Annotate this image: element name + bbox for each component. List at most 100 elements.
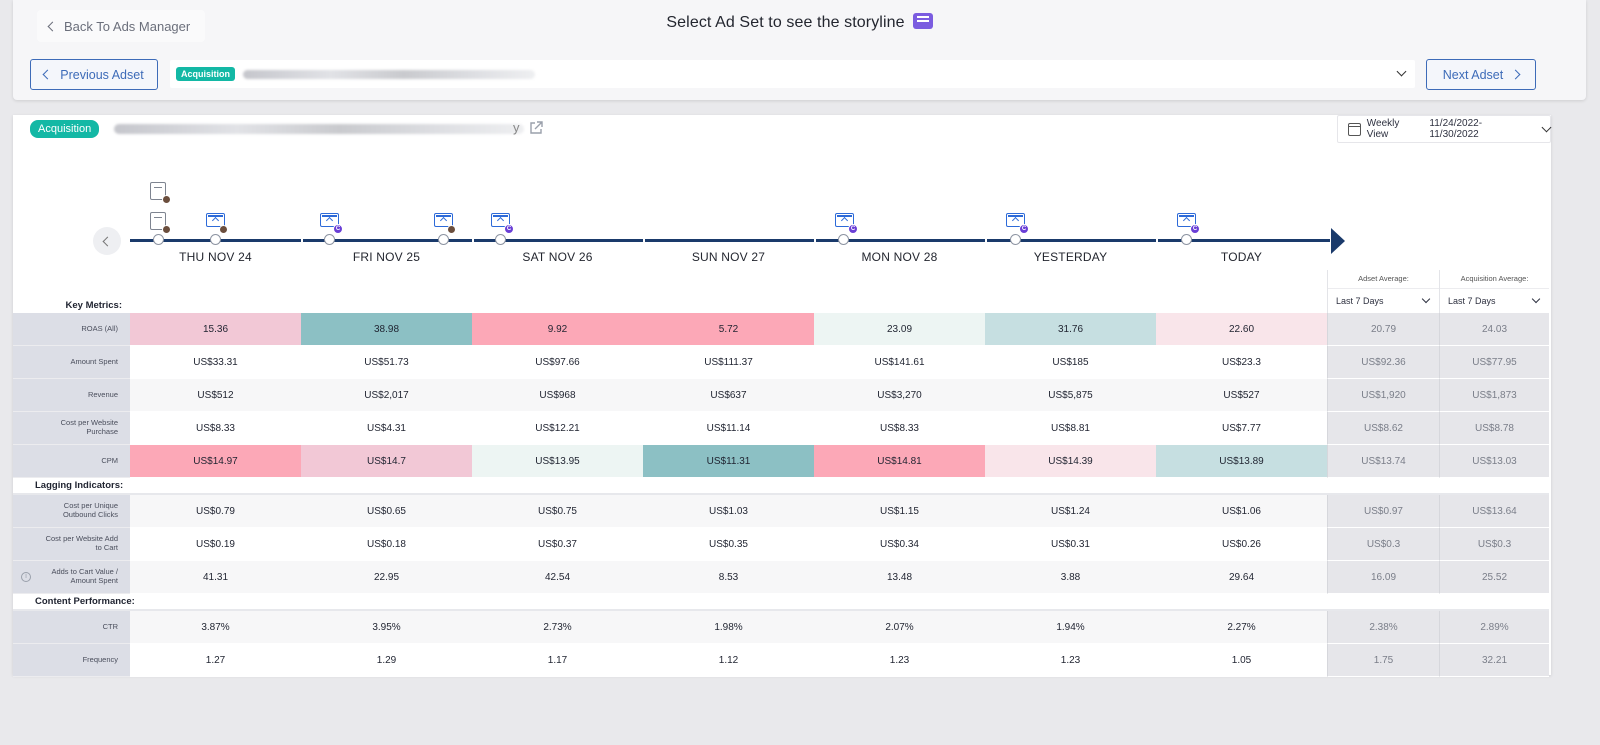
- metric-cell[interactable]: US$0.35: [643, 528, 814, 561]
- metric-cell[interactable]: 15.36: [130, 313, 301, 346]
- metric-cell[interactable]: 1.94%: [985, 611, 1156, 644]
- timeline-prev-button[interactable]: [93, 227, 121, 255]
- metric-cell[interactable]: 22.95: [301, 561, 472, 594]
- metric-cell[interactable]: 29.64: [1156, 561, 1327, 594]
- metric-cell[interactable]: US$12.21: [472, 412, 643, 445]
- external-link-icon[interactable]: [529, 121, 543, 135]
- timeline-day-label: THU NOV 24: [179, 250, 252, 264]
- timeline-node[interactable]: [438, 234, 449, 245]
- note-event-icon[interactable]: [150, 182, 166, 200]
- metric-cell[interactable]: 9.92: [472, 313, 643, 346]
- metric-cell[interactable]: US$14.97: [130, 445, 301, 478]
- metric-cell[interactable]: 23.09: [814, 313, 985, 346]
- metric-cell[interactable]: US$968: [472, 379, 643, 412]
- metric-cell[interactable]: US$4.31: [301, 412, 472, 445]
- budget-change-icon[interactable]: [1177, 213, 1196, 227]
- back-to-ads-manager-link[interactable]: Back To Ads Manager: [37, 10, 205, 42]
- metric-cell[interactable]: US$2,017: [301, 379, 472, 412]
- metric-cell[interactable]: US$14.39: [985, 445, 1156, 478]
- metric-cell[interactable]: US$7.77: [1156, 412, 1327, 445]
- metric-cell[interactable]: US$11.14: [643, 412, 814, 445]
- budget-change-icon[interactable]: [320, 213, 339, 227]
- timeline-divider: [301, 238, 303, 243]
- metric-cell[interactable]: US$141.61: [814, 346, 985, 379]
- metric-cell[interactable]: 3.88: [985, 561, 1156, 594]
- metric-cell[interactable]: 2.07%: [814, 611, 985, 644]
- info-icon[interactable]: i: [21, 572, 31, 582]
- timeline-divider: [814, 238, 816, 243]
- metric-cell[interactable]: 2.27%: [1156, 611, 1327, 644]
- metric-cell[interactable]: US$637: [643, 379, 814, 412]
- date-range-picker[interactable]: Weekly View 11/24/2022-11/30/2022: [1337, 115, 1552, 143]
- metric-cell[interactable]: US$0.26: [1156, 528, 1327, 561]
- metric-cell[interactable]: US$0.34: [814, 528, 985, 561]
- timeline-node[interactable]: [324, 234, 335, 245]
- note-event-icon[interactable]: [150, 212, 166, 230]
- metric-cell[interactable]: 3.87%: [130, 611, 301, 644]
- metric-cell[interactable]: 1.17: [472, 644, 643, 677]
- metric-cell[interactable]: 1.05: [1156, 644, 1327, 677]
- metric-cell[interactable]: 8.53: [643, 561, 814, 594]
- metric-cell[interactable]: US$512: [130, 379, 301, 412]
- metric-cell[interactable]: US$3,270: [814, 379, 985, 412]
- budget-change-icon[interactable]: [491, 213, 510, 227]
- budget-change-icon[interactable]: [835, 213, 854, 227]
- metric-cell[interactable]: US$1.03: [643, 495, 814, 528]
- metric-cell[interactable]: US$1.06: [1156, 495, 1327, 528]
- metric-cell[interactable]: US$0.79: [130, 495, 301, 528]
- metric-cell[interactable]: 1.23: [814, 644, 985, 677]
- metric-cell[interactable]: US$0.19: [130, 528, 301, 561]
- metric-cell[interactable]: 2.73%: [472, 611, 643, 644]
- timeline-node[interactable]: [1010, 234, 1021, 245]
- metric-cell[interactable]: 22.60: [1156, 313, 1327, 346]
- timeline-node[interactable]: [1181, 234, 1192, 245]
- metric-cell[interactable]: US$14.81: [814, 445, 985, 478]
- previous-adset-button[interactable]: Previous Adset: [30, 59, 158, 90]
- metric-cell[interactable]: US$14.7: [301, 445, 472, 478]
- metric-cell[interactable]: 3.95%: [301, 611, 472, 644]
- metric-cell[interactable]: US$23.3: [1156, 346, 1327, 379]
- metric-cell[interactable]: US$0.31: [985, 528, 1156, 561]
- metric-cell[interactable]: 1.27: [130, 644, 301, 677]
- metric-cell[interactable]: US$0.37: [472, 528, 643, 561]
- metric-cell[interactable]: US$8.81: [985, 412, 1156, 445]
- budget-change-icon[interactable]: [206, 213, 225, 227]
- timeline-node[interactable]: [210, 234, 221, 245]
- metric-cell[interactable]: US$5,875: [985, 379, 1156, 412]
- budget-change-icon[interactable]: [1006, 213, 1025, 227]
- metric-cell[interactable]: US$51.73: [301, 346, 472, 379]
- adset-dropdown[interactable]: Acquisition: [170, 60, 1415, 88]
- metric-cell[interactable]: US$8.33: [130, 412, 301, 445]
- metric-cell[interactable]: 1.12: [643, 644, 814, 677]
- metric-cell[interactable]: US$527: [1156, 379, 1327, 412]
- metric-cell[interactable]: US$0.75: [472, 495, 643, 528]
- metric-cell[interactable]: US$0.18: [301, 528, 472, 561]
- metric-cell[interactable]: US$1.15: [814, 495, 985, 528]
- metric-cell[interactable]: 31.76: [985, 313, 1156, 346]
- timeline-node[interactable]: [838, 234, 849, 245]
- metric-cell[interactable]: 13.48: [814, 561, 985, 594]
- metric-cell[interactable]: US$8.33: [814, 412, 985, 445]
- metric-cell[interactable]: US$13.95: [472, 445, 643, 478]
- budget-change-icon[interactable]: [434, 213, 453, 227]
- metric-cell[interactable]: 42.54: [472, 561, 643, 594]
- metric-cell[interactable]: US$1.24: [985, 495, 1156, 528]
- metric-cell[interactable]: 1.98%: [643, 611, 814, 644]
- metric-cell[interactable]: US$33.31: [130, 346, 301, 379]
- metric-cell[interactable]: US$185: [985, 346, 1156, 379]
- metric-cell[interactable]: US$13.89: [1156, 445, 1327, 478]
- acquisition-average-period-dropdown[interactable]: Last 7 Days: [1440, 288, 1549, 312]
- metric-cell[interactable]: 1.23: [985, 644, 1156, 677]
- timeline-node[interactable]: [153, 234, 164, 245]
- metric-cell[interactable]: US$97.66: [472, 346, 643, 379]
- metric-cell[interactable]: 41.31: [130, 561, 301, 594]
- metric-cell[interactable]: 5.72: [643, 313, 814, 346]
- metric-cell[interactable]: US$0.65: [301, 495, 472, 528]
- timeline-node[interactable]: [495, 234, 506, 245]
- metric-cell[interactable]: 1.29: [301, 644, 472, 677]
- adset-average-period-dropdown[interactable]: Last 7 Days: [1328, 288, 1439, 312]
- metric-cell[interactable]: 38.98: [301, 313, 472, 346]
- metric-cell[interactable]: US$11.31: [643, 445, 814, 478]
- metric-cell[interactable]: US$111.37: [643, 346, 814, 379]
- next-adset-button[interactable]: Next Adset: [1426, 59, 1536, 90]
